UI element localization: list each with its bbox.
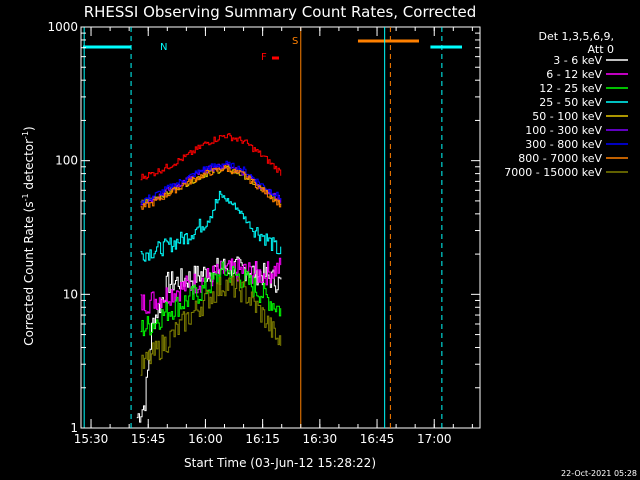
x-tick-label: 17:00 [417,432,452,446]
legend-label: 50 - 100 keV [532,110,602,123]
legend-label: 12 - 25 keV [539,82,602,95]
annotation-n: N [160,42,167,53]
series-line-7 [140,165,282,210]
plot-frame [80,26,481,429]
x-tick-label: 15:45 [131,432,166,446]
x-axis-label: Start Time (03-Jun-12 15:28:22) [184,456,376,470]
legend-label: 800 - 7000 keV [518,152,602,165]
legend-label: 100 - 300 keV [525,124,602,137]
series-line-2 [140,261,282,337]
chart-title: RHESSI Observing Summary Count Rates, Co… [84,3,477,21]
annotation-f: F [261,52,267,63]
plot-area: N F S [80,26,481,429]
y-tick-label: 10 [63,287,78,301]
x-tick-label: 16:00 [188,432,223,446]
x-tick-label: 16:15 [245,432,280,446]
y-axis: 1 10 100 1000 [47,20,480,435]
legend-label: 25 - 50 keV [539,96,602,109]
x-tick-label: 16:30 [303,432,338,446]
x-tick-label: 15:30 [74,432,109,446]
legend-label: 6 - 12 keV [546,68,602,81]
detector-info: Att 0 [588,43,614,56]
series-line-8 [140,275,282,376]
x-tick-label: 16:45 [360,432,395,446]
legend-label: 3 - 6 keV [553,54,602,67]
y-tick-label: 100 [55,154,78,168]
legend-label: 300 - 800 keV [525,138,602,151]
legend-label: 7000 - 15000 keV [504,166,602,179]
series-line-9 [140,133,282,181]
x-axis: 15:30 15:45 16:00 16:15 16:30 16:45 17:00 [74,27,473,446]
series-line-6 [140,160,282,205]
y-axis-label: Corrected Count Rate (s-1 detector-1) [21,126,36,345]
annotation-s: S [292,36,298,47]
detector-info: Det 1,3,5,6,9, [538,30,614,43]
series-line-3 [140,190,282,262]
y-tick-label: 1 [70,421,78,435]
footer-timestamp: 22-Oct-2021 05:28 [561,469,637,478]
y-tick-label: 1000 [47,20,78,34]
